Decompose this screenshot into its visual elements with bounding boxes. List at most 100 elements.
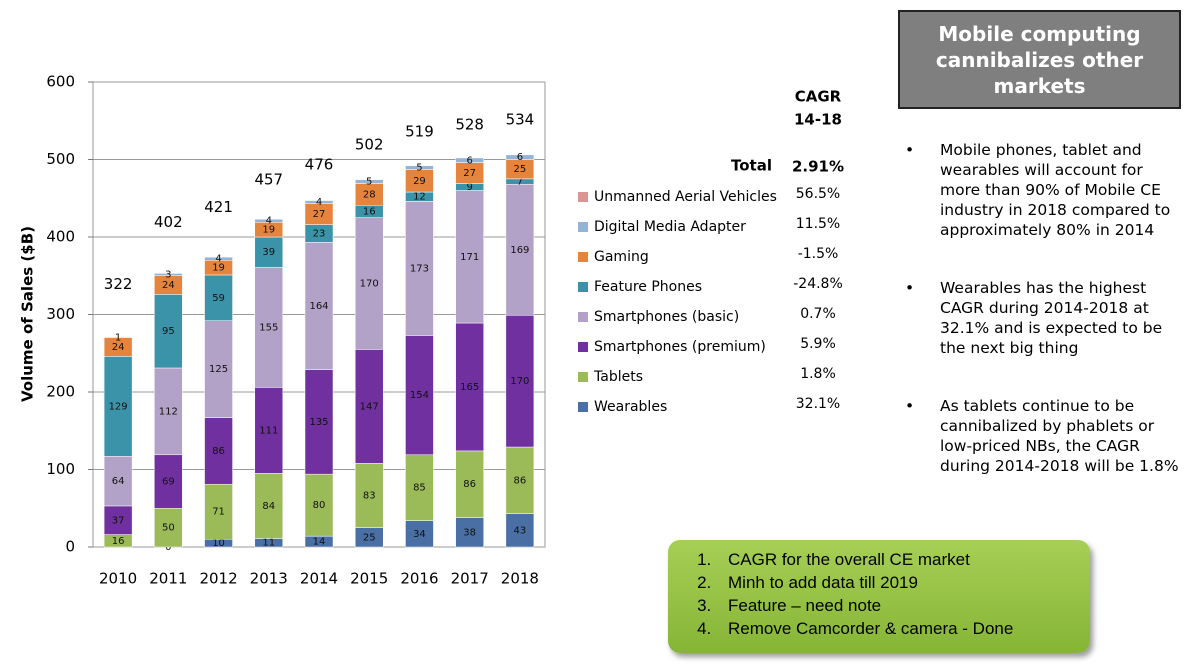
bar-segment (455, 450, 484, 518)
cagr-header: 14-18 (794, 111, 842, 129)
data-label: 170 (360, 279, 379, 290)
data-label: 135 (309, 417, 328, 428)
data-label: 37 (112, 515, 125, 526)
legend-swatch (578, 372, 588, 382)
bar-segment (505, 513, 535, 548)
cagr-value: 1.8% (800, 366, 836, 382)
note: Minh to add data till 2019 (716, 571, 1090, 594)
total-label: 402 (154, 213, 183, 231)
data-label: 112 (159, 406, 178, 417)
x-tick-label: 2013 (250, 570, 288, 588)
data-label: 1 (115, 332, 121, 343)
data-label: 86 (463, 479, 476, 490)
data-label: 34 (413, 529, 426, 540)
cagr-header: CAGR (795, 88, 842, 106)
data-label: 27 (463, 168, 476, 179)
legend-swatch (578, 222, 588, 232)
bar-segment (304, 473, 334, 537)
data-label: 111 (259, 425, 278, 436)
y-tick-label: 400 (46, 228, 75, 246)
bullet: Mobile phones, tablet and wearables will… (900, 140, 1185, 240)
cagr-value: 0.7% (800, 306, 836, 322)
data-label: 4 (266, 216, 272, 227)
data-label: 19 (262, 225, 275, 236)
bar-segment (103, 505, 133, 535)
bar-segment (154, 454, 183, 509)
bullets: Mobile phones, tablet and wearables will… (900, 140, 1185, 514)
bar-segment (354, 217, 384, 350)
data-label: 7 (517, 177, 523, 188)
data-label: 0 (165, 542, 171, 553)
data-label: 6 (517, 152, 523, 163)
notes-box: CAGR for the overall CE market Minh to a… (668, 540, 1090, 653)
legend-swatch (578, 282, 588, 292)
bar-segment (405, 335, 434, 456)
legend-label: Gaming (594, 249, 649, 265)
y-tick-label: 0 (65, 538, 75, 556)
total-label: 322 (104, 275, 133, 293)
data-label: 59 (212, 293, 225, 304)
y-tick-label: 100 (46, 460, 75, 478)
bar-segment (154, 367, 183, 456)
notes: CAGR for the overall CE market Minh to a… (668, 548, 1090, 640)
sidebar-title: Mobile computing cannibalizes other mark… (898, 10, 1181, 109)
data-label: 84 (262, 501, 275, 512)
bar-segment (354, 179, 384, 184)
bar-segment (254, 218, 284, 223)
total-label: Total (731, 157, 772, 175)
bar-segment (103, 456, 133, 507)
bar-segment (304, 200, 334, 204)
data-label: 170 (510, 376, 529, 387)
bar-segment (204, 256, 233, 261)
bar-segment (204, 274, 233, 321)
legend-label: Wearables (594, 399, 667, 415)
bar-segment (455, 517, 484, 548)
data-label: 164 (309, 301, 328, 312)
bar-segment (204, 483, 233, 540)
bar-segment (505, 315, 535, 448)
legend-label: Smartphones (premium) (594, 339, 766, 355)
data-label: 14 (313, 537, 326, 548)
x-tick-label: 2014 (300, 570, 338, 588)
bar-segment (455, 190, 484, 324)
legend-label: Unmanned Aerial Vehicles (594, 189, 777, 205)
data-label: 4 (316, 197, 322, 208)
bar-segment (505, 446, 535, 514)
x-tick-label: 2015 (350, 570, 388, 588)
legend-swatch (578, 252, 588, 262)
bar-segment (405, 520, 434, 548)
data-label: 95 (162, 326, 175, 337)
data-label: 64 (112, 476, 125, 487)
data-label: 9 (466, 182, 472, 193)
bar-segment (405, 454, 434, 521)
data-label: 169 (510, 245, 529, 256)
bar-segment (154, 508, 183, 548)
data-label: 86 (212, 446, 225, 457)
data-label: 28 (363, 189, 376, 200)
x-tick-label: 2012 (199, 570, 237, 588)
cagr-value: -24.8% (793, 276, 843, 292)
legend-label: Smartphones (basic) (594, 309, 739, 325)
data-label: 69 (162, 477, 175, 488)
data-label: 4 (215, 254, 221, 265)
x-tick-label: 2016 (400, 570, 438, 588)
data-label: 25 (363, 532, 376, 543)
data-label: 5 (366, 177, 372, 188)
data-label: 129 (109, 401, 128, 412)
legend-label: Feature Phones (594, 279, 702, 295)
data-label: 5 (416, 163, 422, 174)
data-label: 50 (162, 523, 175, 534)
data-label: 24 (162, 280, 175, 291)
cagr-value: -1.5% (798, 246, 839, 262)
bar-segment (405, 201, 434, 336)
data-label: 154 (410, 390, 429, 401)
note: Feature – need note (716, 594, 1090, 617)
bullet: Wearables has the highest CAGR during 20… (900, 278, 1185, 358)
bar-segment (354, 349, 384, 464)
data-label: 171 (460, 252, 479, 263)
cagr-value: 5.9% (800, 336, 836, 352)
data-label: 86 (514, 475, 527, 486)
legend-swatch (578, 192, 588, 202)
